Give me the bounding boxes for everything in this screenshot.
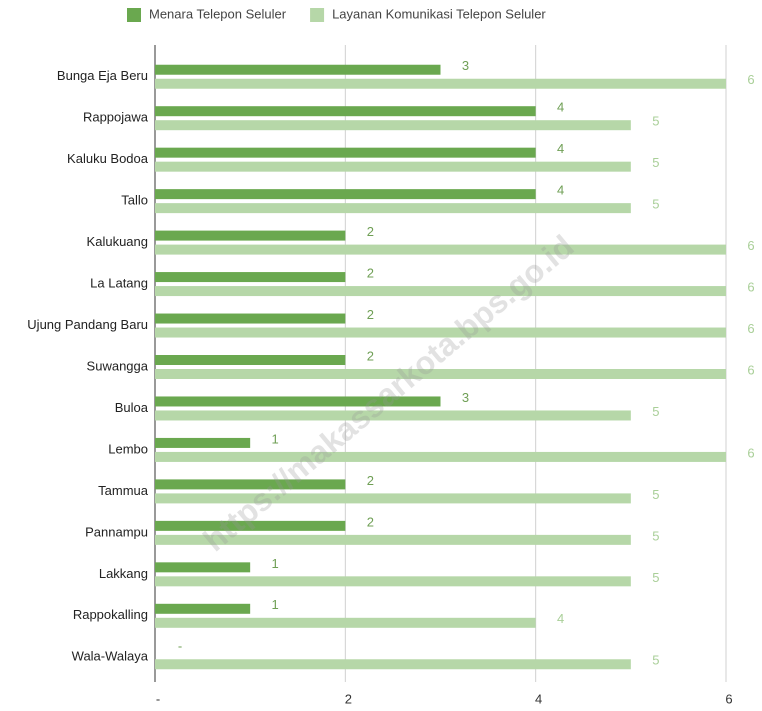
data-label: 5 <box>652 404 659 419</box>
y-tick-label: Rappojawa <box>83 110 149 125</box>
bar <box>155 203 631 214</box>
y-tick-label: Pannampu <box>85 524 148 539</box>
data-label: 6 <box>747 238 754 253</box>
bar <box>155 479 346 490</box>
bar <box>155 147 536 158</box>
data-label: 4 <box>557 183 564 198</box>
bar <box>155 617 536 628</box>
y-tick-label: Bunga Eja Beru <box>57 68 148 83</box>
data-label: 6 <box>747 72 754 87</box>
bar <box>155 659 631 670</box>
data-label: 1 <box>272 431 279 446</box>
bar <box>155 106 536 117</box>
bar <box>155 272 346 283</box>
data-label: 6 <box>747 362 754 377</box>
data-label: 4 <box>557 100 564 115</box>
y-tick-label: Kalukuang <box>87 234 148 249</box>
data-label: 5 <box>652 487 659 502</box>
bar <box>155 451 726 462</box>
data-label: 6 <box>747 321 754 336</box>
y-tick-label: Lembo <box>108 441 148 456</box>
x-tick-label: 2 <box>345 691 352 706</box>
bar <box>155 493 631 504</box>
legend-label: Menara Telepon Seluler <box>149 6 287 21</box>
data-label: 5 <box>652 155 659 170</box>
y-tick-label: Wala-Walaya <box>72 649 149 664</box>
y-tick-label: Suwangga <box>87 358 149 373</box>
data-label: 5 <box>652 653 659 668</box>
data-label: 4 <box>557 611 564 626</box>
bar <box>155 534 631 545</box>
y-tick-label: Kaluku Bodoa <box>67 151 149 166</box>
bar <box>155 327 726 338</box>
data-label: 6 <box>747 280 754 295</box>
bar <box>155 576 631 587</box>
data-label: 5 <box>652 114 659 129</box>
y-tick-label: Lakkang <box>99 566 148 581</box>
legend-label: Layanan Komunikasi Telepon Seluler <box>332 6 546 21</box>
x-tick-label: 6 <box>725 691 732 706</box>
bar <box>155 230 346 241</box>
y-tick-label: Ujung Pandang Baru <box>27 317 148 332</box>
bar <box>155 562 251 573</box>
bar <box>155 161 631 172</box>
data-label: 4 <box>557 141 564 156</box>
bar <box>155 64 441 75</box>
data-label: 5 <box>652 528 659 543</box>
bar <box>155 286 726 297</box>
data-label: 3 <box>462 390 469 405</box>
bar <box>155 244 726 255</box>
bar <box>155 355 346 365</box>
y-tick-label: La Latang <box>90 276 148 291</box>
y-tick-label: Tammua <box>98 483 149 498</box>
bar <box>155 369 726 379</box>
data-label: 1 <box>272 556 279 571</box>
bar <box>155 120 631 131</box>
legend-swatch <box>127 8 141 22</box>
bar <box>155 520 346 531</box>
data-label: 2 <box>367 307 374 322</box>
data-label: 2 <box>367 224 374 239</box>
bar <box>155 437 251 448</box>
bar <box>155 396 441 407</box>
bar <box>155 189 536 200</box>
data-label: 5 <box>652 197 659 212</box>
data-label: 3 <box>462 58 469 73</box>
y-tick-label: Tallo <box>121 193 148 208</box>
x-tick-label: 4 <box>535 691 542 706</box>
data-label: 2 <box>367 514 374 529</box>
bar <box>155 410 631 421</box>
data-label: 1 <box>272 597 279 612</box>
y-tick-label: Buloa <box>115 400 149 415</box>
data-label: 6 <box>747 445 754 460</box>
bar <box>155 603 251 614</box>
legend-swatch <box>310 8 325 22</box>
data-label: 5 <box>652 570 659 585</box>
data-label: 2 <box>367 473 374 488</box>
bar <box>155 313 346 324</box>
data-label: 2 <box>367 348 374 363</box>
y-tick-label: Rappokalling <box>73 607 148 622</box>
data-label: - <box>178 639 182 654</box>
bar <box>155 78 726 89</box>
data-label: 2 <box>367 266 374 281</box>
x-tick-label: - <box>156 691 160 706</box>
